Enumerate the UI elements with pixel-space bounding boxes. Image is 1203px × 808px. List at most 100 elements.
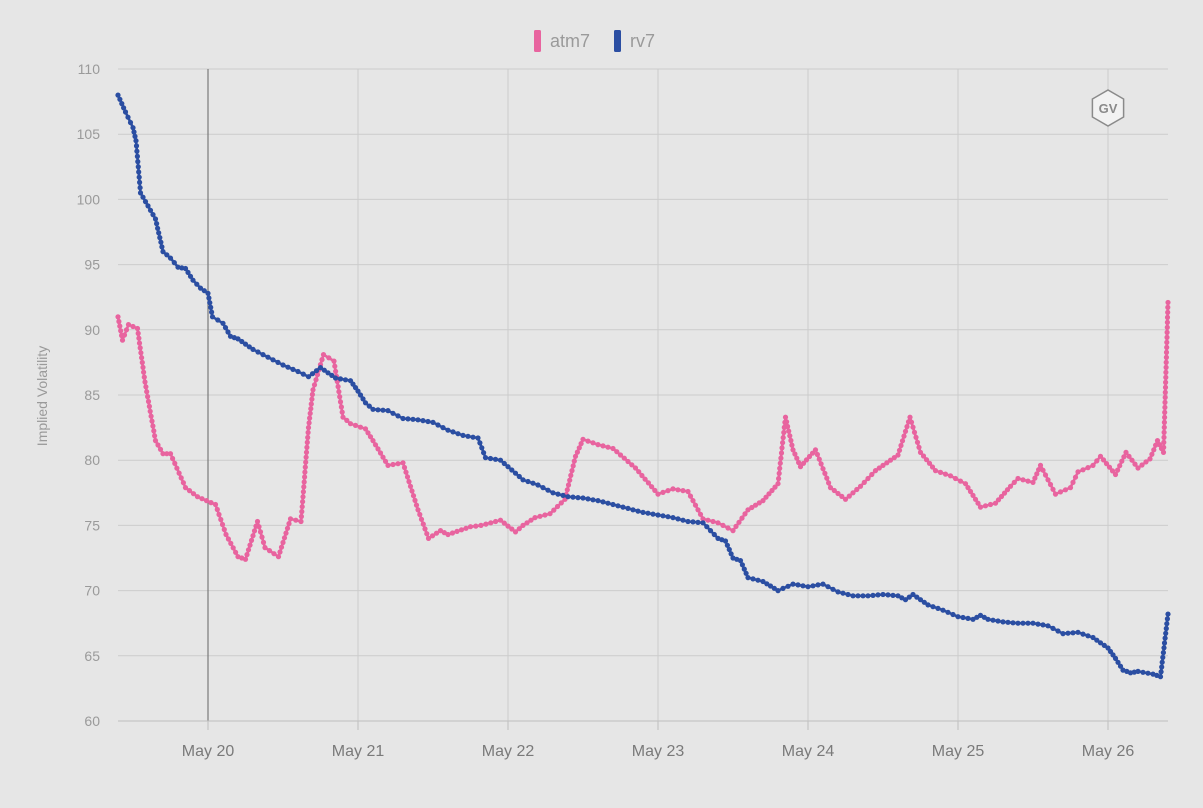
- data-point: [1097, 453, 1104, 459]
- data-point: [1020, 620, 1026, 626]
- data-point: [1165, 304, 1171, 310]
- data-point: [786, 428, 792, 434]
- data-point: [310, 387, 316, 393]
- data-point: [300, 371, 306, 377]
- legend-item-atm7[interactable]: atm7: [534, 30, 590, 52]
- data-point: [778, 450, 785, 456]
- data-point: [1085, 465, 1091, 471]
- data-point: [275, 359, 281, 365]
- data-point: [790, 581, 796, 587]
- data-point: [805, 584, 811, 590]
- data-point: [1100, 457, 1107, 463]
- data-point: [221, 526, 227, 533]
- data-point: [314, 372, 321, 378]
- data-point: [940, 607, 946, 613]
- data-point: [532, 515, 538, 521]
- data-point: [280, 539, 286, 546]
- data-point: [680, 517, 686, 523]
- data-point: [962, 481, 969, 487]
- data-point: [827, 485, 834, 491]
- data-point: [891, 455, 897, 461]
- data-point: [155, 225, 161, 231]
- data-point: [174, 465, 180, 471]
- data-point: [178, 475, 184, 481]
- data-point: [1164, 344, 1170, 350]
- data-point: [670, 515, 676, 521]
- data-point: [311, 382, 318, 388]
- data-point: [625, 458, 631, 465]
- data-point: [1149, 451, 1155, 457]
- data-point: [775, 481, 781, 487]
- data-point: [769, 487, 775, 494]
- data-point: [1164, 621, 1170, 627]
- data-point: [605, 444, 611, 450]
- data-point: [788, 437, 794, 444]
- data-point: [309, 396, 315, 402]
- data-point: [901, 433, 907, 439]
- data-point: [467, 524, 474, 530]
- data-point: [309, 371, 316, 377]
- data-point: [839, 493, 845, 499]
- data-point: [911, 429, 918, 435]
- data-point: [125, 114, 131, 120]
- data-point: [870, 592, 876, 599]
- data-point: [660, 489, 666, 495]
- data-point: [362, 426, 369, 432]
- data-point: [715, 520, 721, 526]
- data-point: [262, 545, 268, 551]
- data-point: [136, 174, 142, 180]
- x-tick-label: May 21: [332, 743, 385, 760]
- data-point: [357, 392, 364, 398]
- data-point: [992, 500, 999, 506]
- data-point: [209, 309, 215, 315]
- series-layer: [115, 92, 1171, 680]
- data-point: [404, 474, 411, 480]
- data-point: [299, 504, 305, 510]
- data-point: [545, 487, 551, 493]
- legend[interactable]: atm7 rv7: [534, 30, 655, 52]
- data-point: [1163, 379, 1169, 385]
- data-point: [865, 475, 871, 482]
- data-point: [730, 528, 736, 534]
- data-point: [985, 616, 991, 622]
- data-point: [305, 374, 312, 380]
- data-point: [308, 406, 314, 412]
- data-point: [860, 593, 866, 599]
- data-point: [463, 525, 469, 531]
- y-tick-label: 105: [77, 126, 101, 142]
- data-point: [1161, 444, 1167, 450]
- data-point: [251, 528, 258, 534]
- legend-item-rv7[interactable]: rv7: [614, 30, 655, 52]
- data-point: [1117, 663, 1124, 669]
- data-point: [219, 521, 226, 528]
- data-point: [1163, 364, 1169, 370]
- data-point: [1057, 489, 1064, 495]
- data-point: [250, 346, 256, 352]
- data-point: [475, 435, 481, 441]
- data-point: [460, 432, 466, 438]
- data-point: [1090, 634, 1096, 641]
- data-point: [822, 470, 828, 476]
- data-point: [141, 374, 147, 380]
- data-point: [160, 249, 166, 255]
- data-point: [1160, 449, 1167, 455]
- data-point: [186, 488, 193, 494]
- data-point: [270, 357, 276, 363]
- data-point: [921, 599, 927, 605]
- data-point: [305, 425, 312, 431]
- data-point: [789, 442, 795, 448]
- data-point: [1045, 623, 1051, 629]
- data-point: [487, 455, 494, 462]
- data-point: [1101, 642, 1107, 649]
- data-point: [1162, 389, 1168, 395]
- data-point: [357, 424, 364, 430]
- data-point: [736, 519, 742, 525]
- data-point: [1165, 611, 1171, 617]
- data-point: [333, 368, 339, 374]
- data-point: [725, 525, 731, 531]
- data-point: [916, 444, 922, 450]
- legend-swatch: [534, 30, 541, 52]
- data-point: [1005, 619, 1011, 625]
- data-point: [520, 477, 526, 483]
- data-point: [895, 452, 901, 458]
